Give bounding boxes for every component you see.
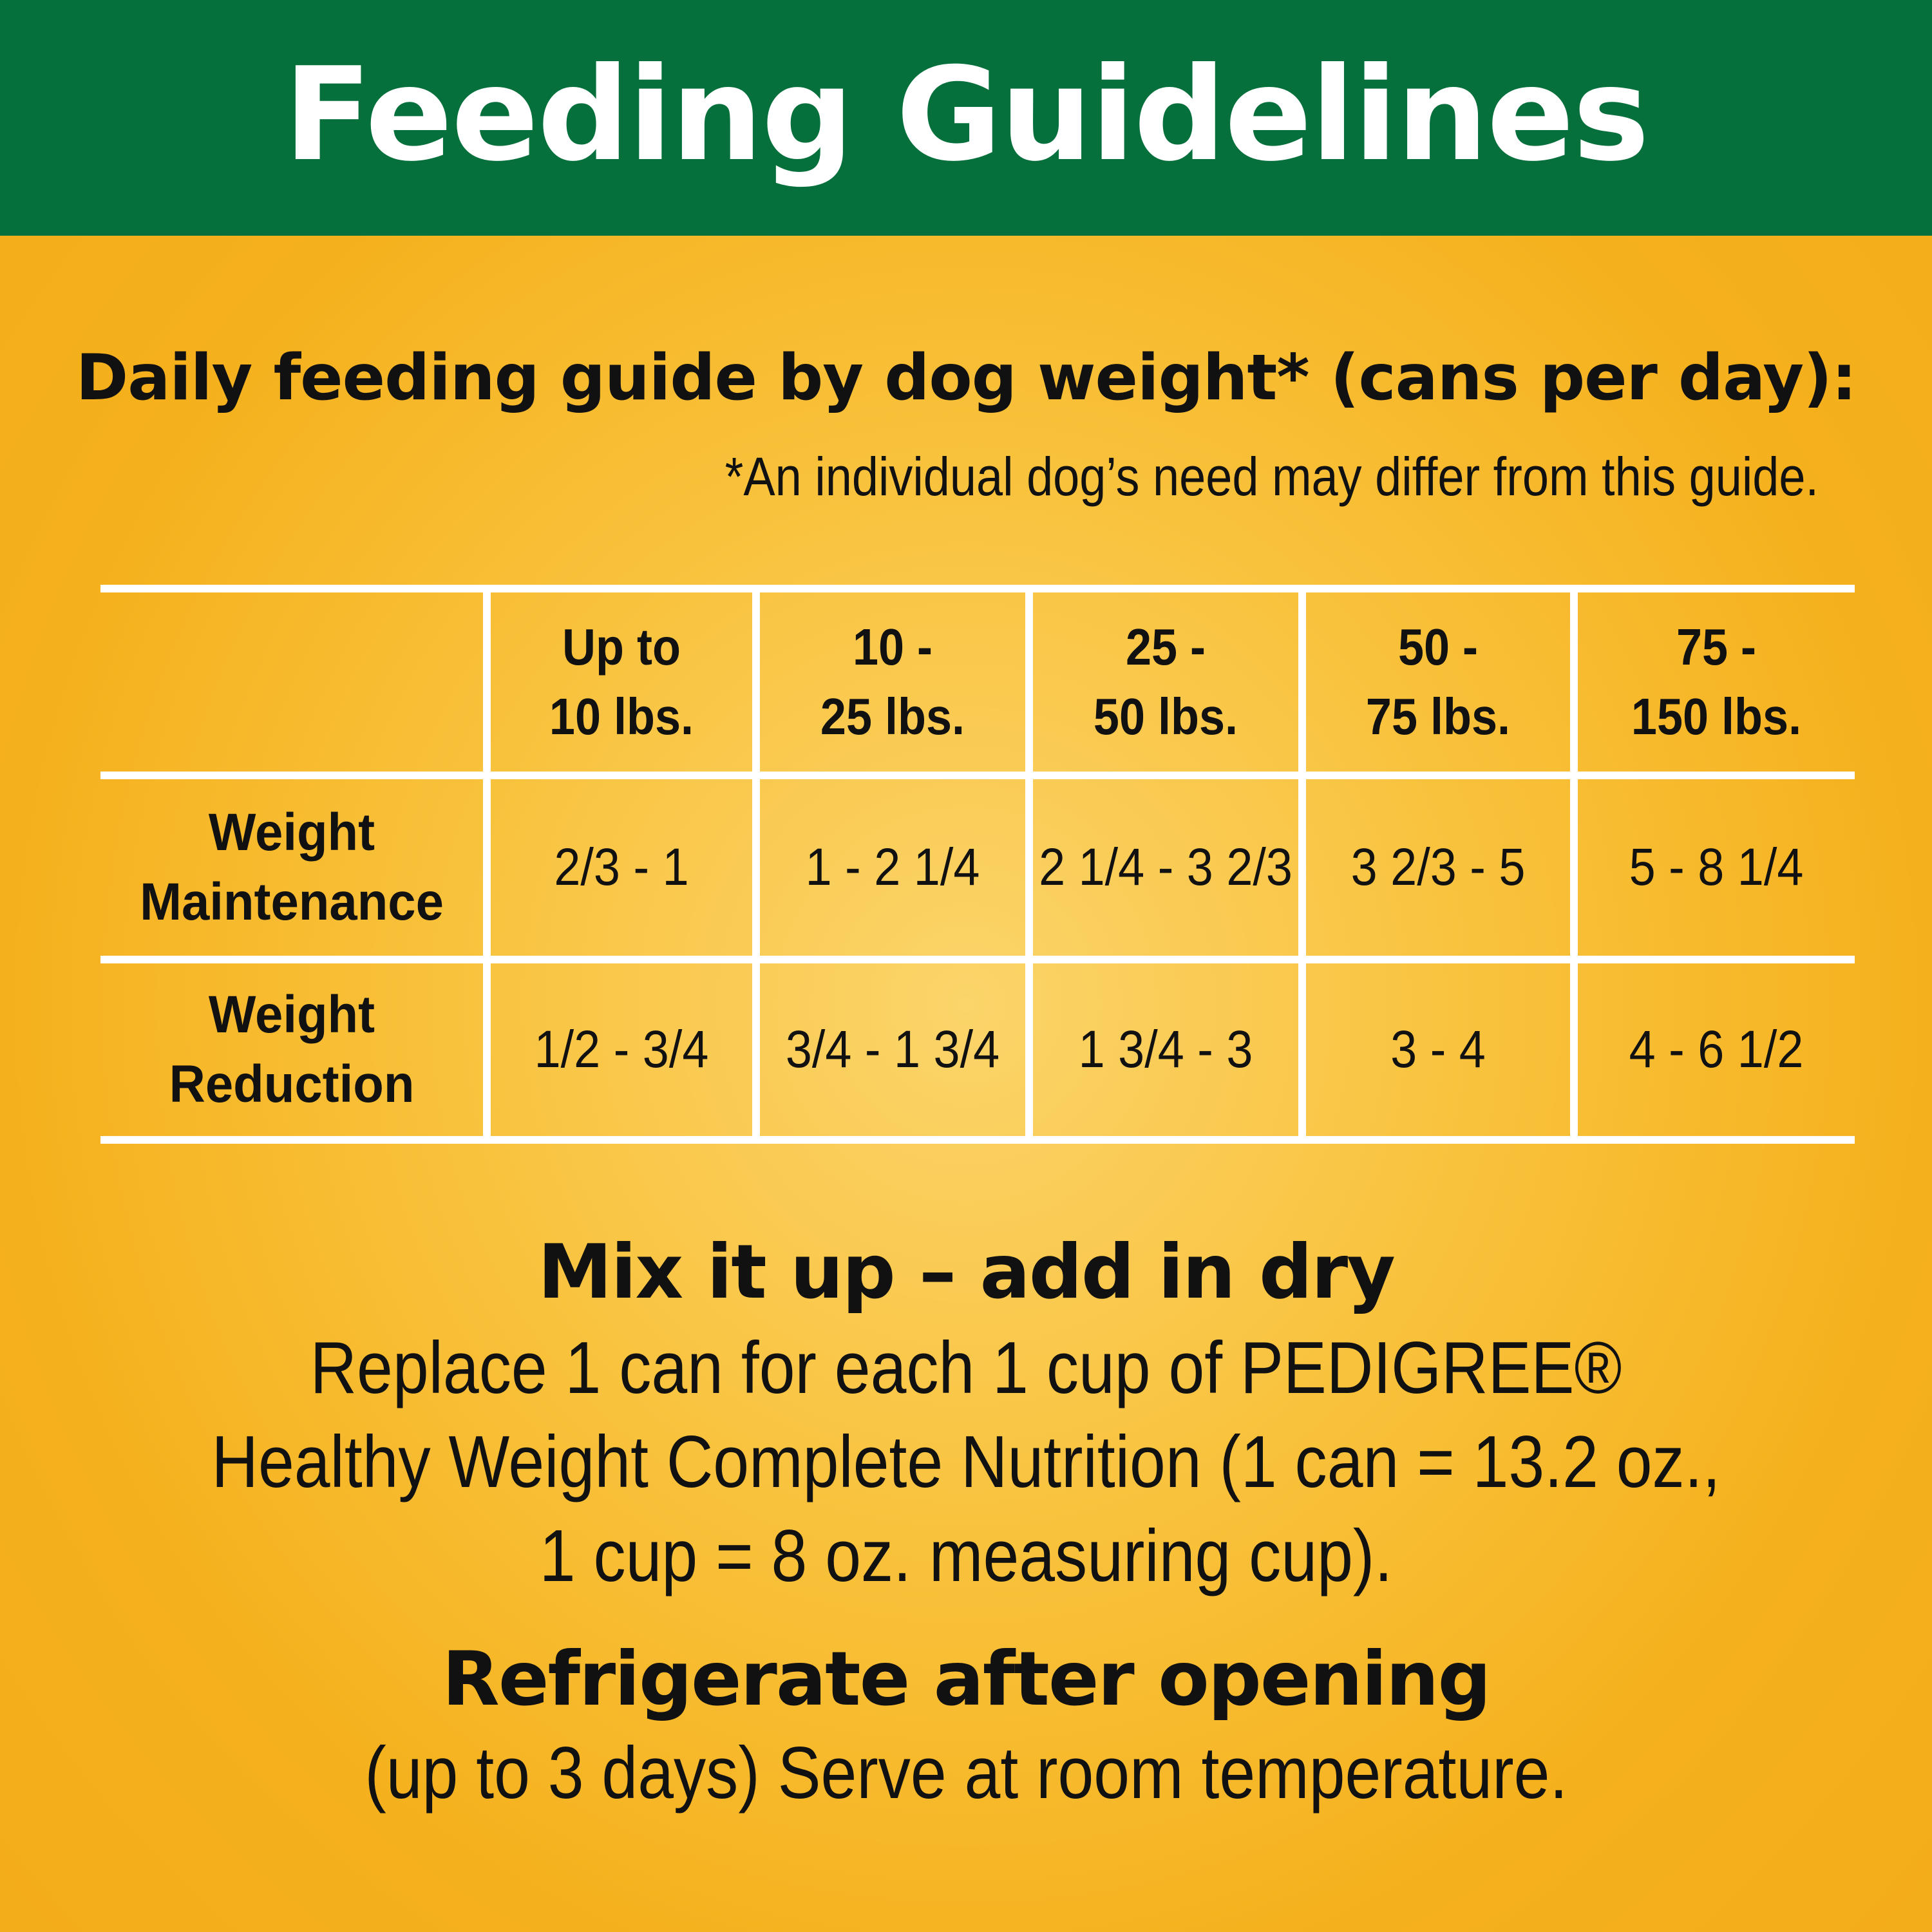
column-header-up-to-10: Up to 10 lbs. bbox=[504, 592, 739, 772]
column-header-line: 150 lbs. bbox=[1631, 688, 1802, 745]
maintenance-75-150: 5 - 8 1/4 bbox=[1629, 838, 1804, 896]
page-title: Feeding Guidelines bbox=[283, 39, 1650, 190]
row-header-line: Maintenance bbox=[140, 873, 444, 931]
column-header-75-150: 75 - 150 lbs. bbox=[1592, 592, 1841, 772]
mix-line: Healthy Weight Complete Nutrition (1 can… bbox=[211, 1421, 1721, 1503]
reduction-50-75: 3 - 4 bbox=[1390, 1020, 1486, 1079]
column-header-50-75: 50 - 75 lbs. bbox=[1320, 592, 1557, 772]
reduction-10-25: 3/4 - 1 3/4 bbox=[785, 1020, 1000, 1079]
reduction-up-to-10: 1/2 - 3/4 bbox=[534, 1020, 709, 1079]
column-header-25-50: 25 - 50 lbs. bbox=[1046, 592, 1285, 772]
feeding-guide-footnote: *An individual dog’s need may differ fro… bbox=[724, 446, 1819, 507]
reduction-25-50: 1 3/4 - 3 bbox=[1078, 1020, 1253, 1079]
table-rule-bottom bbox=[100, 1136, 1855, 1144]
column-header-line: Up to bbox=[562, 618, 681, 676]
row-header-weight-maintenance: Weight Maintenance bbox=[110, 779, 473, 956]
column-header-10-25: 10 - 25 lbs. bbox=[773, 592, 1012, 772]
refrigerate-line: (up to 3 days) Serve at room temperature… bbox=[365, 1732, 1567, 1814]
table-divider-2 bbox=[752, 585, 760, 1144]
table-rule-middle bbox=[100, 956, 1855, 963]
feeding-guide-subtitle: Daily feeding guide by dog weight* (cans… bbox=[75, 341, 1857, 415]
row-header-line: Reduction bbox=[169, 1055, 415, 1113]
maintenance-25-50: 2 1/4 - 3 2/3 bbox=[1039, 838, 1293, 896]
mix-it-up-text: Replace 1 can for each 1 cup of PEDIGREE… bbox=[0, 1321, 1932, 1604]
column-header-line: 50 - bbox=[1397, 618, 1479, 676]
reduction-75-150: 4 - 6 1/2 bbox=[1629, 1020, 1804, 1079]
column-header-line: 10 lbs. bbox=[549, 688, 694, 745]
table-divider-5 bbox=[1570, 585, 1578, 1144]
table-divider-1 bbox=[483, 585, 491, 1144]
maintenance-50-75: 3 2/3 - 5 bbox=[1350, 838, 1526, 896]
mix-line: 1 cup = 8 oz. measuring cup). bbox=[539, 1515, 1393, 1597]
row-header-weight-reduction: Weight Reduction bbox=[110, 963, 473, 1136]
table-rule-header bbox=[100, 772, 1855, 779]
column-header-line: 10 - bbox=[852, 618, 933, 676]
table-rule-top bbox=[100, 585, 1855, 592]
refrigerate-heading: Refrigerate after opening bbox=[442, 1636, 1492, 1723]
column-header-line: 25 - bbox=[1125, 618, 1206, 676]
refrigerate-text: (up to 3 days) Serve at room temperature… bbox=[0, 1731, 1932, 1815]
column-header-line: 25 lbs. bbox=[820, 688, 965, 745]
row-header-line: Weight bbox=[208, 803, 375, 862]
column-header-line: 75 - bbox=[1676, 618, 1757, 676]
table-divider-3 bbox=[1025, 585, 1033, 1144]
table-divider-4 bbox=[1298, 585, 1306, 1144]
row-header-line: Weight bbox=[208, 985, 375, 1044]
maintenance-10-25: 1 - 2 1/4 bbox=[805, 838, 980, 896]
maintenance-up-to-10: 2/3 - 1 bbox=[554, 838, 689, 896]
mix-line: Replace 1 can for each 1 cup of PEDIGREE… bbox=[310, 1327, 1622, 1409]
feeding-table: Up to 10 lbs. 10 - 25 lbs. 25 - 50 lbs. 50 … bbox=[100, 585, 1855, 1144]
column-header-line: 50 lbs. bbox=[1093, 688, 1238, 745]
mix-it-up-heading: Mix it up – add in dry bbox=[538, 1229, 1396, 1316]
column-header-line: 75 lbs. bbox=[1365, 688, 1511, 745]
header-banner: Feeding Guidelines bbox=[0, 0, 1932, 236]
